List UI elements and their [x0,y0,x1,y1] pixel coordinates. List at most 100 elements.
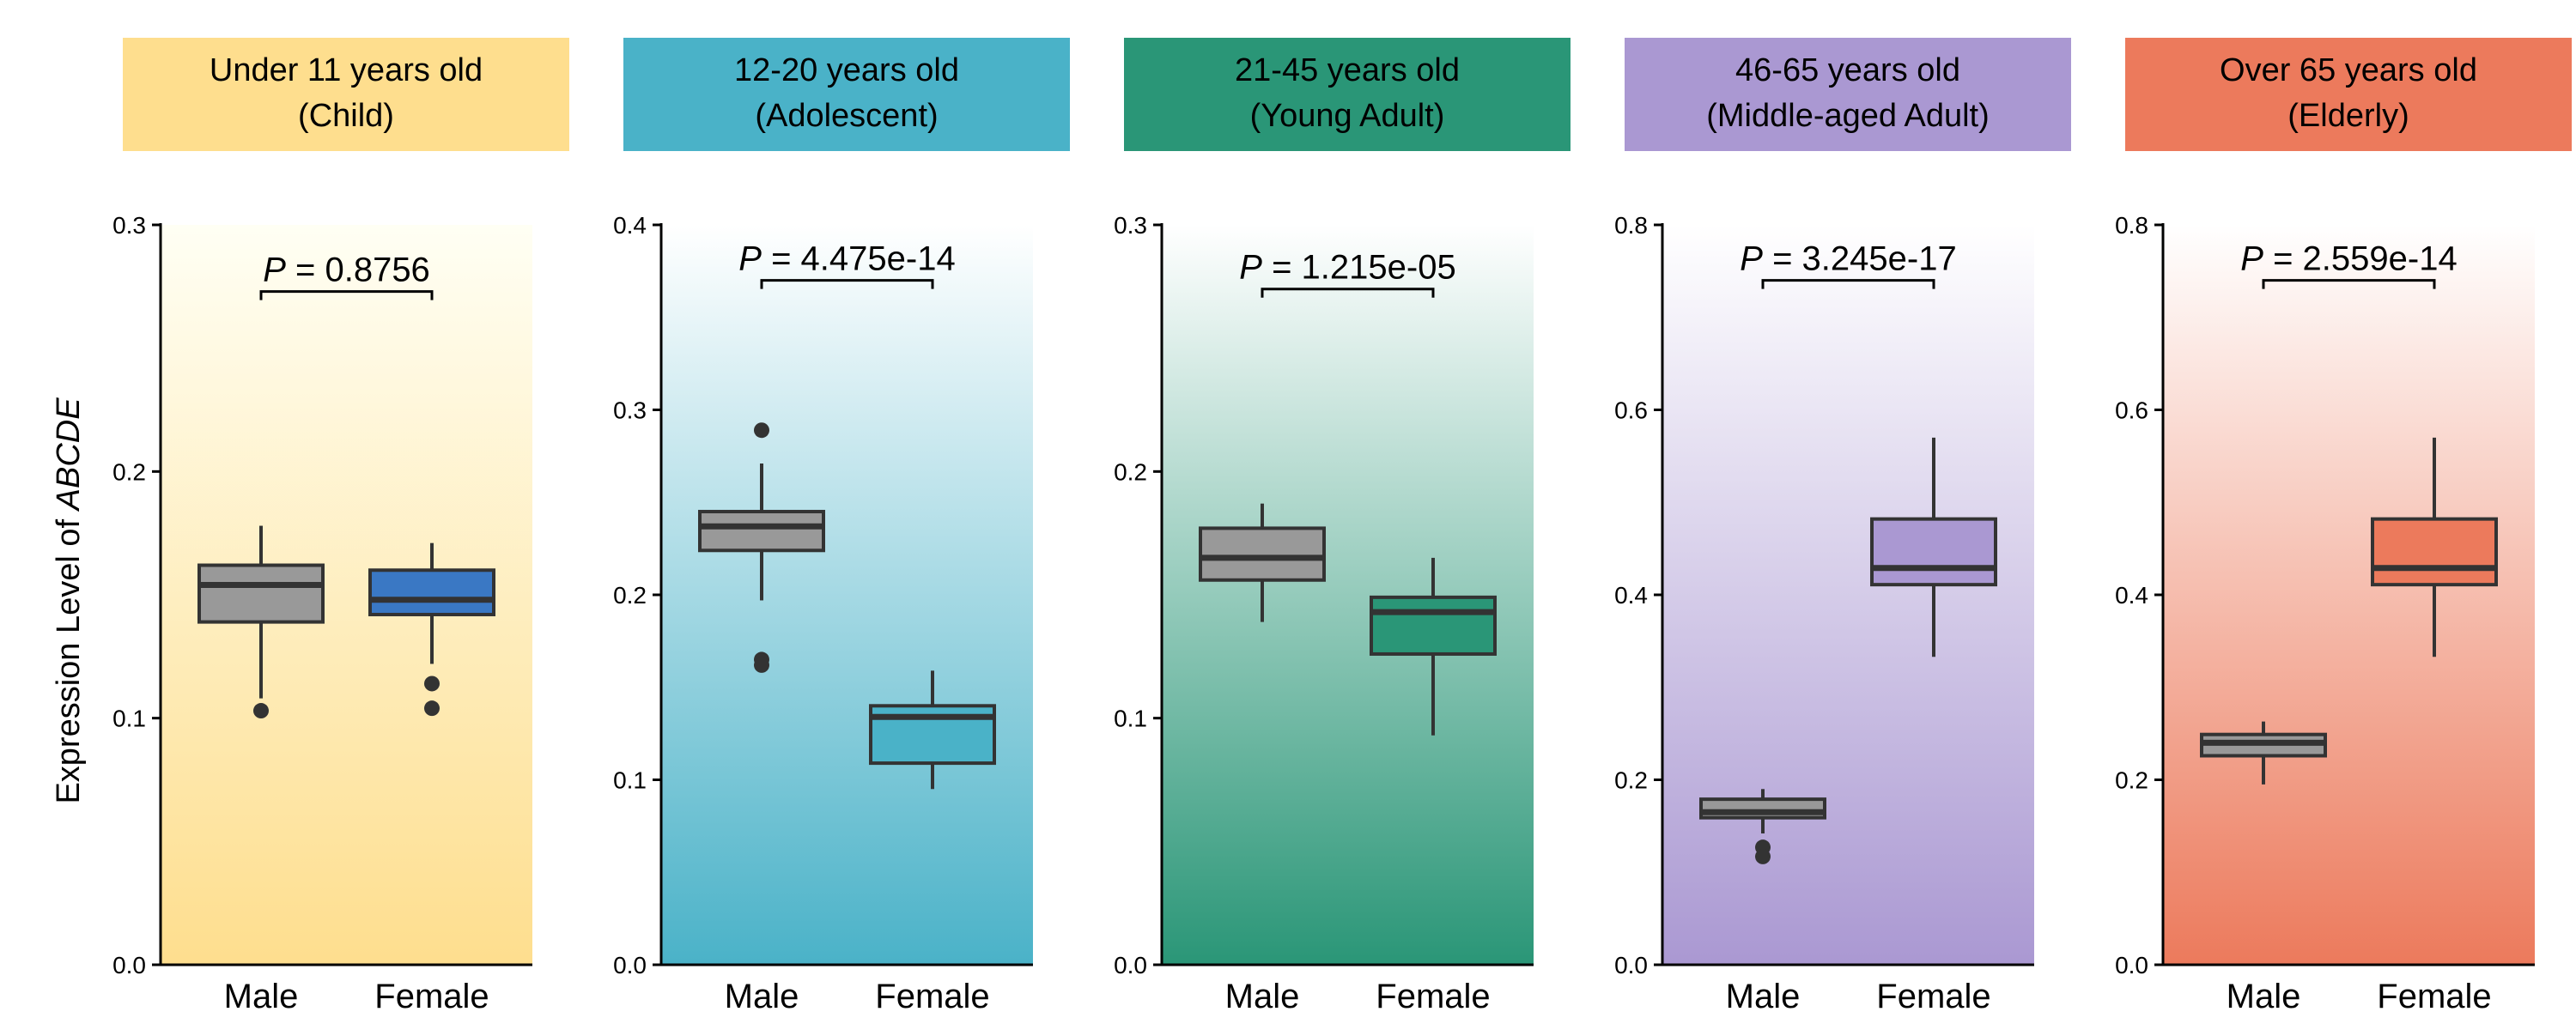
outlier-point [253,703,269,719]
y-axis-label-gene: ABCDE [51,397,87,512]
box-iqr [1870,517,1997,587]
y-tick-label: 0.2 [613,582,647,609]
x-category-label: Female [2377,978,2491,1015]
outlier-point [754,657,769,673]
plot-background [1662,225,2034,965]
box-iqr [2371,517,2498,587]
box-iqr [1370,595,1497,656]
y-tick-label: 0.6 [2115,397,2148,424]
y-tick-label: 0.3 [613,397,647,424]
significance-bracket [2262,279,2436,289]
y-tick-label: 0.0 [1114,952,1147,978]
y-tick-label: 0.0 [613,952,647,978]
x-category-label: Male [224,978,299,1015]
y-axis-label-prefix: Expression Level of [51,510,87,803]
p-symbol: P [263,251,286,289]
panel-2: 12-20 years old (Adolescent) 0.0 0.1 0.2 0.3 0… [613,38,1070,1015]
y-tick-label: 0.2 [1614,767,1648,794]
x-category-label: Male [725,978,799,1015]
y-tick-label: 0.2 [112,458,146,485]
p-value-label: P = 2.559e-14 [2240,240,2457,278]
x-category-label: Male [1726,978,1801,1015]
y-tick-label: 0.2 [2115,767,2148,794]
y-tick-label: 0.4 [613,212,647,239]
box-male [1699,789,1826,864]
plot-background [1162,225,1534,965]
x-category-label: Male [2227,978,2301,1015]
y-axis-label: Expression Level of ABCDE [51,397,87,804]
y-tick-label: 0.2 [1114,458,1147,485]
box-male [2200,721,2327,785]
panel-header-line-1: 12-20 years old [734,52,959,88]
panel-header-line-2: (Middle-aged Adult) [1706,98,1990,134]
y-tick-label: 0.1 [112,706,146,732]
y-tick-label: 0.8 [1614,212,1648,239]
p-value-label: P = 1.215e-05 [1239,249,1455,287]
p-symbol: P [1740,240,1763,278]
y-tick-label: 0.0 [2115,952,2148,978]
panel-header-line-1: 21-45 years old [1235,52,1460,88]
y-tick-label: 0.3 [1114,212,1147,239]
panel-1: Under 11 years old (Child) 0.0 0.1 0.2 0.3 Mal… [112,38,569,1015]
y-tick-label: 0.3 [112,212,146,239]
y-tick-label: 0.4 [1614,582,1648,609]
outlier-point [754,422,769,439]
plot-background [2163,225,2535,965]
box-iqr [368,568,495,616]
panel-3: 21-45 years old (Young Adult) 0.0 0.1 0.2 0.3… [1114,38,1571,1015]
x-category-label: Female [875,978,989,1015]
x-category-label: Female [374,978,489,1015]
box-female [1370,557,1497,736]
p-value-text: = 1.215e-05 [1262,249,1456,287]
outlier-point [424,676,440,692]
significance-bracket [760,279,934,289]
y-tick-label: 0.0 [1614,952,1648,978]
y-tick-label: 0.8 [2115,212,2148,239]
box-male [1199,503,1326,622]
panel-header-line-1: 46-65 years old [1735,52,1960,88]
panel-header-bg [123,38,569,151]
p-symbol: P [1239,249,1262,287]
p-symbol: P [738,240,762,278]
p-value-label: P = 0.8756 [263,251,430,289]
p-symbol: P [2240,240,2263,278]
y-tick-label: 0.1 [613,767,647,794]
significance-bracket [1261,288,1435,298]
panel-header-line-2: (Elderly) [2287,98,2409,134]
box-female [368,542,495,717]
panel-header-line-2: (Adolescent) [755,98,938,134]
p-value-text: = 0.8756 [286,251,430,289]
box-iqr [698,510,825,553]
panel-4: 46-65 years old (Middle-aged Adult) 0.0 0.2… [1614,38,2071,1015]
p-value-label: P = 3.245e-17 [1740,240,1956,278]
y-tick-label: 0.4 [2115,582,2148,609]
box-iqr [1199,526,1326,582]
y-tick-label: 0.1 [1114,706,1147,732]
panel-5: Over 65 years old (Elderly) 0.0 0.2 0.4 0.6 0.… [2115,38,2572,1015]
panel-header-bg [623,38,1070,151]
panel-header-line-2: (Child) [298,98,394,134]
box-male [197,525,325,719]
p-value-label: P = 4.475e-14 [738,240,955,278]
box-female [2371,437,2498,657]
box-iqr [197,563,325,624]
box-female [1870,437,1997,657]
box-female [869,670,996,790]
significance-bracket [259,290,434,300]
panels: Under 11 years old (Child) 0.0 0.1 0.2 0.3 Mal… [112,38,2572,1015]
p-value-text: = 3.245e-17 [1763,240,1957,278]
outlier-point [424,700,440,717]
panel-header-bg [1124,38,1571,151]
outlier-point [1755,848,1771,864]
panel-header-bg [1625,38,2071,151]
panel-header-line-1: Under 11 years old [210,52,483,88]
x-category-label: Female [1376,978,1490,1015]
panel-header-line-2: (Young Adult) [1250,98,1445,134]
y-tick-label: 0.0 [112,952,146,978]
panel-header-line-1: Over 65 years old [2220,52,2477,88]
significance-bracket [1761,279,1935,289]
p-value-text: = 2.559e-14 [2263,240,2458,278]
plot-background [661,225,1033,965]
x-category-label: Female [1876,978,1990,1015]
